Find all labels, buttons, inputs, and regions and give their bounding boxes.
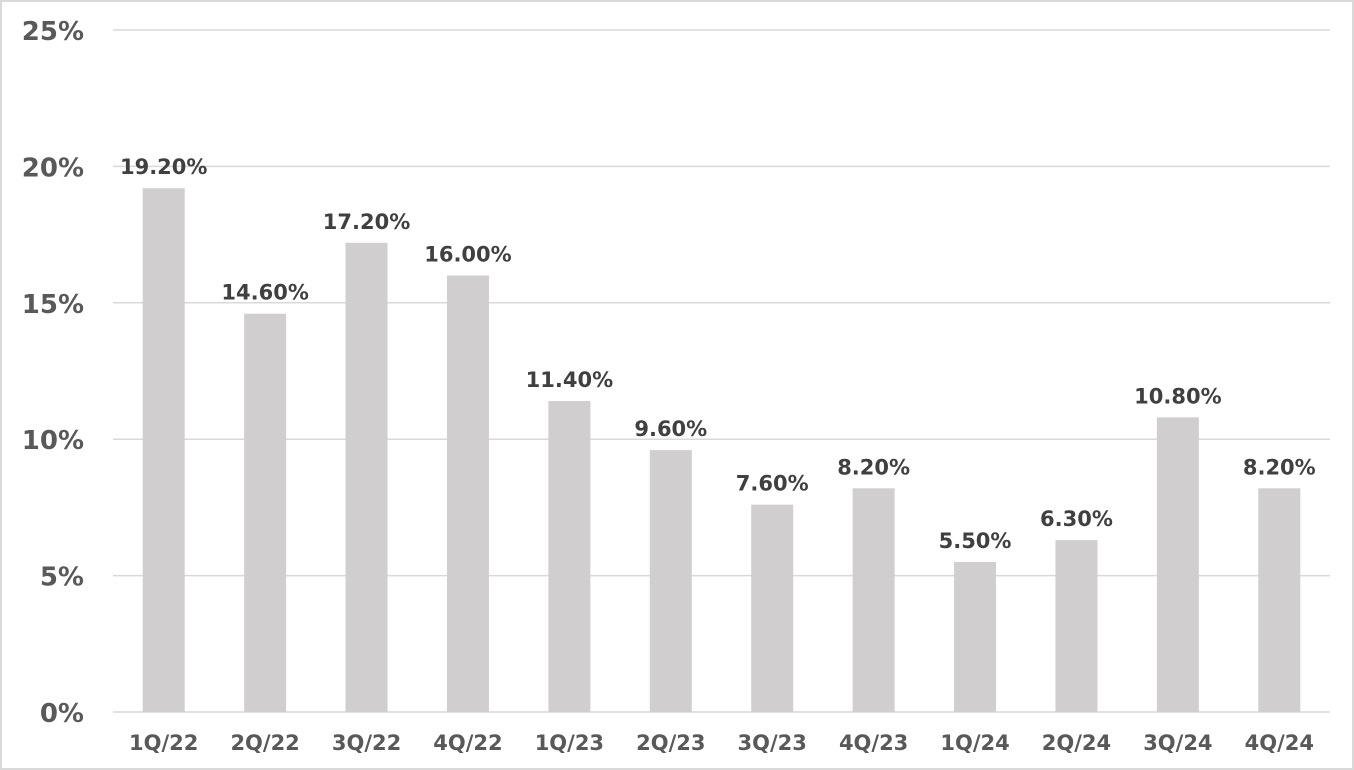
x-tick-label: 3Q/23 [738,731,807,755]
bar [1156,417,1199,712]
bar [345,242,388,712]
y-tick-label: 0% [40,699,84,729]
x-tick-label: 4Q/22 [433,731,502,755]
y-tick-label: 5% [40,563,84,593]
bar [446,275,489,712]
x-tick-label: 1Q/23 [535,731,604,755]
data-label: 8.20% [837,455,910,479]
y-axis-ticks: 0% 5% 10% 15% 20% 25% [22,17,84,729]
x-tick-label: 2Q/24 [1042,731,1111,755]
bar [1055,540,1098,712]
y-tick-label: 10% [22,426,84,456]
data-label: 9.60% [634,417,707,441]
x-tick-label: 3Q/22 [332,731,401,755]
x-tick-label: 3Q/24 [1143,731,1212,755]
data-label: 10.80% [1134,384,1221,408]
x-tick-label: 1Q/24 [940,731,1009,755]
x-tick-label: 4Q/24 [1245,731,1314,755]
data-label: 14.60% [221,281,308,305]
data-labels: 19.20% 14.60% 17.20% 16.00% 11.40% 9.60% 7.60%… [120,155,1316,553]
bar [548,401,591,712]
y-tick-label: 25% [22,17,84,47]
x-tick-label: 1Q/22 [129,731,198,755]
bar [649,450,692,712]
y-tick-label: 15% [22,290,84,320]
data-label: 16.00% [424,243,511,267]
bar [751,504,794,712]
bar [954,561,997,712]
bar [1258,488,1301,712]
x-axis-ticks: 1Q/22 2Q/22 3Q/22 4Q/22 1Q/23 2Q/23 3Q/23 4Q/23… [129,731,1314,755]
bar [244,313,287,712]
data-label: 6.30% [1040,507,1113,531]
data-label: 11.40% [526,368,613,392]
gridlines [113,29,1330,713]
data-label: 17.20% [323,210,410,234]
data-label: 8.20% [1243,455,1316,479]
bar [852,488,895,712]
y-tick-label: 20% [22,153,84,183]
x-tick-label: 2Q/23 [636,731,705,755]
x-tick-label: 4Q/23 [839,731,908,755]
bars [142,188,1301,712]
data-label: 5.50% [939,529,1012,553]
data-label: 7.60% [736,472,809,496]
data-label: 19.20% [120,155,207,179]
bar [142,188,185,712]
x-tick-label: 2Q/22 [230,731,299,755]
